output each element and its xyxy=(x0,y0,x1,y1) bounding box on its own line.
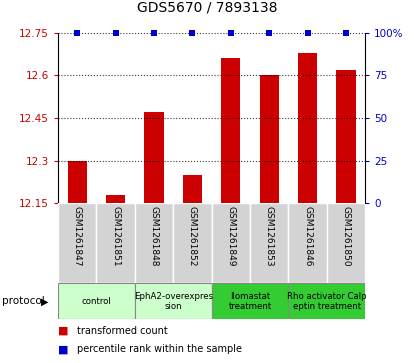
Bar xyxy=(288,283,365,319)
Bar xyxy=(260,75,279,203)
Bar xyxy=(212,203,250,283)
Bar xyxy=(337,70,356,203)
Text: ■: ■ xyxy=(58,344,68,354)
Text: Rho activator Calp
eptin treatment: Rho activator Calp eptin treatment xyxy=(287,291,366,311)
Text: GSM1261852: GSM1261852 xyxy=(188,206,197,266)
Bar xyxy=(135,203,173,283)
Text: GSM1261849: GSM1261849 xyxy=(226,206,235,266)
Bar xyxy=(298,53,317,203)
Text: GSM1261851: GSM1261851 xyxy=(111,206,120,266)
Bar xyxy=(250,203,288,283)
Text: Ilomastat
treatment: Ilomastat treatment xyxy=(228,291,272,311)
Bar xyxy=(288,203,327,283)
Bar xyxy=(58,203,96,283)
Bar xyxy=(135,283,212,319)
Bar xyxy=(173,203,212,283)
Text: protocol: protocol xyxy=(2,296,45,306)
Text: percentile rank within the sample: percentile rank within the sample xyxy=(77,344,242,354)
Text: control: control xyxy=(82,297,111,306)
Text: GSM1261850: GSM1261850 xyxy=(342,206,351,266)
Bar xyxy=(106,195,125,203)
Text: GSM1261846: GSM1261846 xyxy=(303,206,312,266)
Text: GSM1261847: GSM1261847 xyxy=(73,206,82,266)
Bar xyxy=(96,203,135,283)
Bar xyxy=(58,283,135,319)
Bar xyxy=(183,175,202,203)
Bar xyxy=(212,283,288,319)
Text: transformed count: transformed count xyxy=(77,326,168,336)
Bar xyxy=(144,112,164,203)
Text: EphA2-overexpres
sion: EphA2-overexpres sion xyxy=(134,291,213,311)
Text: GSM1261853: GSM1261853 xyxy=(265,206,274,266)
Text: GDS5670 / 7893138: GDS5670 / 7893138 xyxy=(137,1,278,15)
Bar xyxy=(327,203,365,283)
Text: ▶: ▶ xyxy=(41,296,48,306)
Bar xyxy=(221,58,240,203)
Bar xyxy=(68,160,87,203)
Text: GSM1261848: GSM1261848 xyxy=(149,206,159,266)
Text: ■: ■ xyxy=(58,326,68,336)
